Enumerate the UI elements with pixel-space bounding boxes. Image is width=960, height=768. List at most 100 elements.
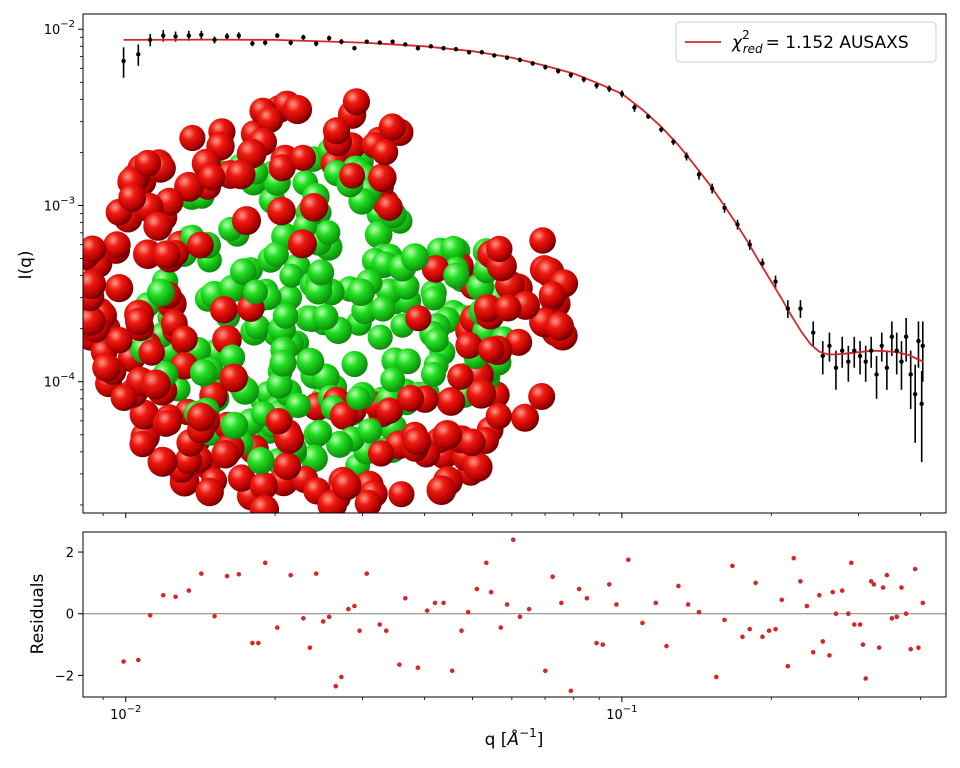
data-point — [863, 359, 868, 364]
data-point — [581, 77, 587, 82]
atom-sphere — [219, 363, 248, 393]
residual-point — [676, 583, 681, 589]
atom-sphere — [219, 344, 246, 371]
atom-sphere — [380, 367, 406, 393]
residual-point — [465, 609, 471, 615]
atom-sphere — [268, 154, 296, 182]
residual-point — [839, 588, 845, 593]
residual-point — [199, 571, 204, 576]
residual-point — [916, 645, 921, 650]
data-point — [632, 105, 637, 110]
main-axis-ticks: 10−4 10−3 10−2 — [44, 19, 922, 518]
atom-sphere — [103, 231, 131, 259]
residual-point — [459, 628, 464, 633]
atom-sphere — [155, 409, 182, 436]
data-point — [428, 44, 434, 49]
atom-sphere — [315, 220, 341, 245]
data-point — [671, 139, 676, 144]
atom-sphere — [364, 220, 393, 249]
data-point — [517, 57, 523, 63]
atom-sphere — [198, 163, 226, 191]
residual-point — [664, 643, 669, 649]
atom-sphere — [110, 384, 138, 412]
atom-sphere — [306, 419, 333, 446]
residual-point — [817, 592, 822, 598]
atom-sphere — [342, 88, 370, 116]
residual-point — [498, 625, 504, 630]
atom-sphere — [189, 359, 218, 387]
atom-sphere — [187, 231, 214, 259]
atom-sphere — [300, 444, 328, 473]
atom-sphere — [322, 117, 351, 145]
residual-point — [920, 600, 926, 606]
data-point — [827, 343, 832, 348]
residual-point — [488, 589, 494, 595]
y-tick-label: 10−3 — [44, 195, 75, 214]
atom-sphere — [285, 392, 311, 418]
atom-sphere — [545, 312, 574, 341]
residual-point — [526, 606, 532, 612]
y-axis-label: I(q) — [16, 250, 36, 279]
residual-plot-frame — [82, 531, 947, 698]
atom-sphere — [247, 446, 275, 475]
residual-point — [912, 566, 918, 572]
residual-point — [600, 642, 606, 647]
atom-sphere — [473, 294, 502, 323]
atom-sphere — [299, 193, 329, 222]
residual-point — [432, 600, 438, 606]
data-point — [339, 39, 344, 44]
residual-point — [274, 625, 280, 630]
data-point — [760, 261, 765, 266]
atom-sphere — [375, 193, 403, 221]
residual-point — [441, 600, 446, 606]
data-point — [852, 348, 857, 353]
atom-sphere — [263, 241, 289, 267]
residual-point — [383, 628, 389, 633]
residual-point — [517, 614, 523, 620]
residual-point — [899, 585, 904, 590]
atom-sphere — [265, 408, 292, 435]
legend: χ2 red = 1.152 AUSAXS — [675, 21, 937, 63]
atom-sphere — [376, 397, 403, 424]
residual-points — [121, 537, 926, 694]
residual-point — [851, 622, 857, 627]
data-point — [453, 47, 459, 52]
atom-sphere — [455, 331, 483, 359]
residual-point — [510, 537, 516, 543]
atom-sphere — [367, 324, 393, 350]
residual-point — [606, 582, 612, 587]
atom-sphere — [357, 418, 383, 444]
data-point — [833, 365, 839, 370]
atom-sphere — [354, 489, 382, 513]
data-point — [908, 372, 913, 377]
residual-y-tick-label: −2 — [55, 669, 74, 684]
residual-point — [889, 616, 895, 621]
residual-point — [868, 579, 874, 584]
residual-point — [449, 668, 455, 674]
residual-point — [846, 611, 851, 617]
atom-sphere — [400, 243, 429, 272]
x-tick-label: 10−2 — [110, 704, 141, 723]
atom-sphere — [220, 411, 249, 440]
atom-sphere — [171, 325, 198, 353]
atom-sphere — [370, 296, 396, 322]
residual-point — [250, 640, 255, 646]
residual-point — [415, 665, 421, 671]
residual-point — [903, 611, 909, 617]
residual-point — [880, 585, 886, 590]
atom-sphere — [457, 428, 486, 457]
residual-point — [397, 662, 402, 667]
residual-point — [773, 626, 778, 632]
data-point — [709, 186, 715, 191]
residual-point — [568, 688, 574, 694]
atom-sphere — [124, 307, 153, 336]
atom-sphere — [347, 278, 375, 307]
data-point — [773, 279, 778, 284]
atom-sphere — [151, 240, 181, 269]
data-point — [250, 41, 255, 46]
data-point — [840, 348, 845, 353]
molecule-image — [83, 88, 579, 513]
residual-point — [262, 560, 268, 566]
atom-sphere — [92, 353, 121, 382]
